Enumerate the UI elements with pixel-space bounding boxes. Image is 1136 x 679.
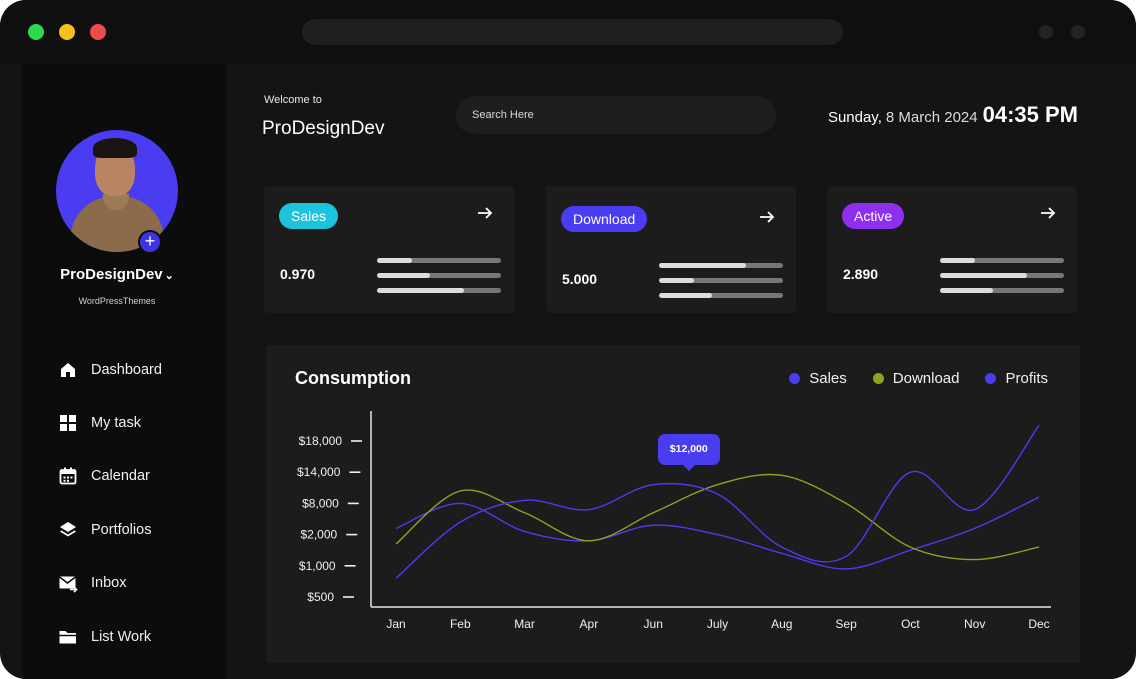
stat-value: 2.890: [843, 266, 879, 282]
arrow-right-icon[interactable]: [476, 204, 494, 222]
minimize-button[interactable]: [59, 24, 75, 40]
folder-icon: [59, 631, 76, 644]
chart-legend: Sales Download Profits: [763, 370, 1048, 387]
home-icon: [61, 363, 75, 377]
y-tick-label: $18,000: [299, 434, 343, 448]
series-line-sales: [395, 496, 1040, 570]
y-tick-label: $14,000: [297, 465, 341, 479]
y-tick-label: $500: [307, 590, 334, 604]
chevron-down-icon: ⌄: [164, 270, 174, 282]
stat-card-active[interactable]: Active 2.890: [827, 186, 1077, 313]
sidebar-item-calendar[interactable]: Calendar: [58, 464, 150, 488]
sidebar-item-label: Dashboard: [91, 362, 162, 378]
main-content: Welcome to ProDesignDev Sunday, 8 March …: [226, 64, 1118, 679]
sidebar-item-inbox[interactable]: Inbox: [58, 571, 126, 595]
status-badge: Active: [842, 203, 905, 229]
profile-name-dropdown[interactable]: ProDesignDev ⌄: [22, 266, 212, 283]
y-tick-label: $8,000: [302, 496, 339, 510]
line-chart: $18,000 $14,000 $8,000 $2,000 $1,000 $500 Jan F…: [297, 411, 1051, 631]
page-title: ProDesignDev: [262, 118, 385, 139]
sidebar-item-dashboard[interactable]: Dashboard: [58, 358, 162, 382]
legend-label: Download: [892, 370, 960, 387]
sidebar-item-my-task[interactable]: My task: [58, 411, 141, 435]
layers-icon: [60, 522, 76, 537]
toolbar-button[interactable]: [1039, 25, 1053, 39]
address-bar[interactable]: [302, 19, 843, 45]
profile-name: ProDesignDev: [60, 266, 163, 283]
x-tick-label: Apr: [580, 617, 599, 631]
chart-title: Consumption: [295, 368, 411, 388]
legend-item-download[interactable]: Download: [872, 370, 960, 387]
x-tick-label: Jan: [386, 617, 405, 631]
arrow-right-icon[interactable]: [1039, 204, 1057, 222]
x-tick-label: Aug: [771, 617, 792, 631]
legend-item-profits[interactable]: Profits: [985, 370, 1048, 387]
progress-bar: [377, 273, 501, 278]
progress-bar: [659, 278, 783, 283]
progress-bars: [940, 258, 1064, 303]
x-tick-label: Jun: [644, 617, 663, 631]
sidebar-item-list-work[interactable]: List Work: [58, 625, 151, 649]
sidebar-item-label: List Work: [91, 629, 152, 645]
progress-bar: [377, 258, 501, 263]
maximize-button[interactable]: [28, 24, 44, 40]
series-line-profits: [395, 424, 1040, 579]
legend-swatch: [872, 373, 884, 384]
progress-bar: [377, 288, 501, 293]
date-time: Sunday, 8 March 2024 04:35 PM: [828, 102, 1078, 128]
profile-subtitle: WordPressThemes: [78, 296, 156, 306]
y-tick-label: $1,000: [299, 559, 336, 573]
sidebar-item-label: Portfolios: [91, 522, 152, 538]
x-tick-label: Feb: [450, 617, 471, 631]
mail-icon: [59, 576, 78, 593]
series-line-download: [395, 473, 1040, 561]
sidebar: + ProDesignDev ⌄ WordPressThemes Dashboar…: [22, 64, 226, 679]
date-label: 8 March 2024: [885, 109, 978, 126]
legend-swatch: [985, 373, 997, 384]
add-photo-icon[interactable]: +: [138, 230, 162, 254]
sidebar-item-label: Calendar: [91, 468, 150, 484]
y-tick-label: $2,000: [300, 528, 337, 542]
x-tick-label: Nov: [964, 617, 985, 631]
progress-bar: [940, 258, 1064, 263]
stat-value: 5.000: [562, 271, 598, 287]
chart-tooltip: $12,000: [657, 434, 720, 472]
progress-bar: [659, 293, 783, 298]
progress-bar: [659, 263, 783, 268]
progress-bars: [659, 263, 783, 308]
sidebar-item-label: Inbox: [91, 575, 127, 591]
stat-card-sales[interactable]: Sales 0.970: [264, 186, 514, 313]
stat-card-download[interactable]: Download 5.000: [546, 186, 796, 313]
welcome-label: Welcome to: [264, 94, 322, 106]
progress-bars: [377, 258, 501, 303]
time-label: 04:35 PM: [982, 102, 1078, 127]
consumption-chart-panel: Consumption Sales Download Profits $18,0…: [266, 345, 1080, 663]
x-tick-label: Sep: [835, 617, 857, 631]
progress-bar: [940, 288, 1064, 293]
grid-icon: [60, 415, 76, 431]
calendar-icon: [59, 467, 77, 485]
legend-label: Profits: [1005, 370, 1048, 387]
status-badge: Sales: [279, 203, 339, 229]
toolbar-button[interactable]: [1071, 25, 1085, 39]
x-tick-label: Mar: [514, 617, 535, 631]
x-tick-label: July: [707, 617, 728, 631]
day-label: Sunday,: [827, 109, 882, 126]
title-bar: [0, 0, 1136, 64]
x-tick-label: Dec: [1028, 617, 1049, 631]
status-badge: Download: [561, 206, 648, 232]
search-input[interactable]: [456, 96, 776, 134]
stat-value: 0.970: [280, 266, 316, 282]
x-tick-label: Oct: [901, 617, 920, 631]
legend-swatch: [789, 373, 801, 384]
legend-label: Sales: [809, 370, 847, 387]
progress-bar: [940, 273, 1064, 278]
sidebar-item-label: My task: [91, 415, 141, 431]
arrow-right-icon[interactable]: [758, 208, 776, 226]
close-button[interactable]: [90, 24, 106, 40]
sidebar-item-portfolios[interactable]: Portfolios: [58, 518, 151, 542]
avatar[interactable]: [56, 130, 178, 252]
legend-item-sales[interactable]: Sales: [789, 370, 847, 387]
